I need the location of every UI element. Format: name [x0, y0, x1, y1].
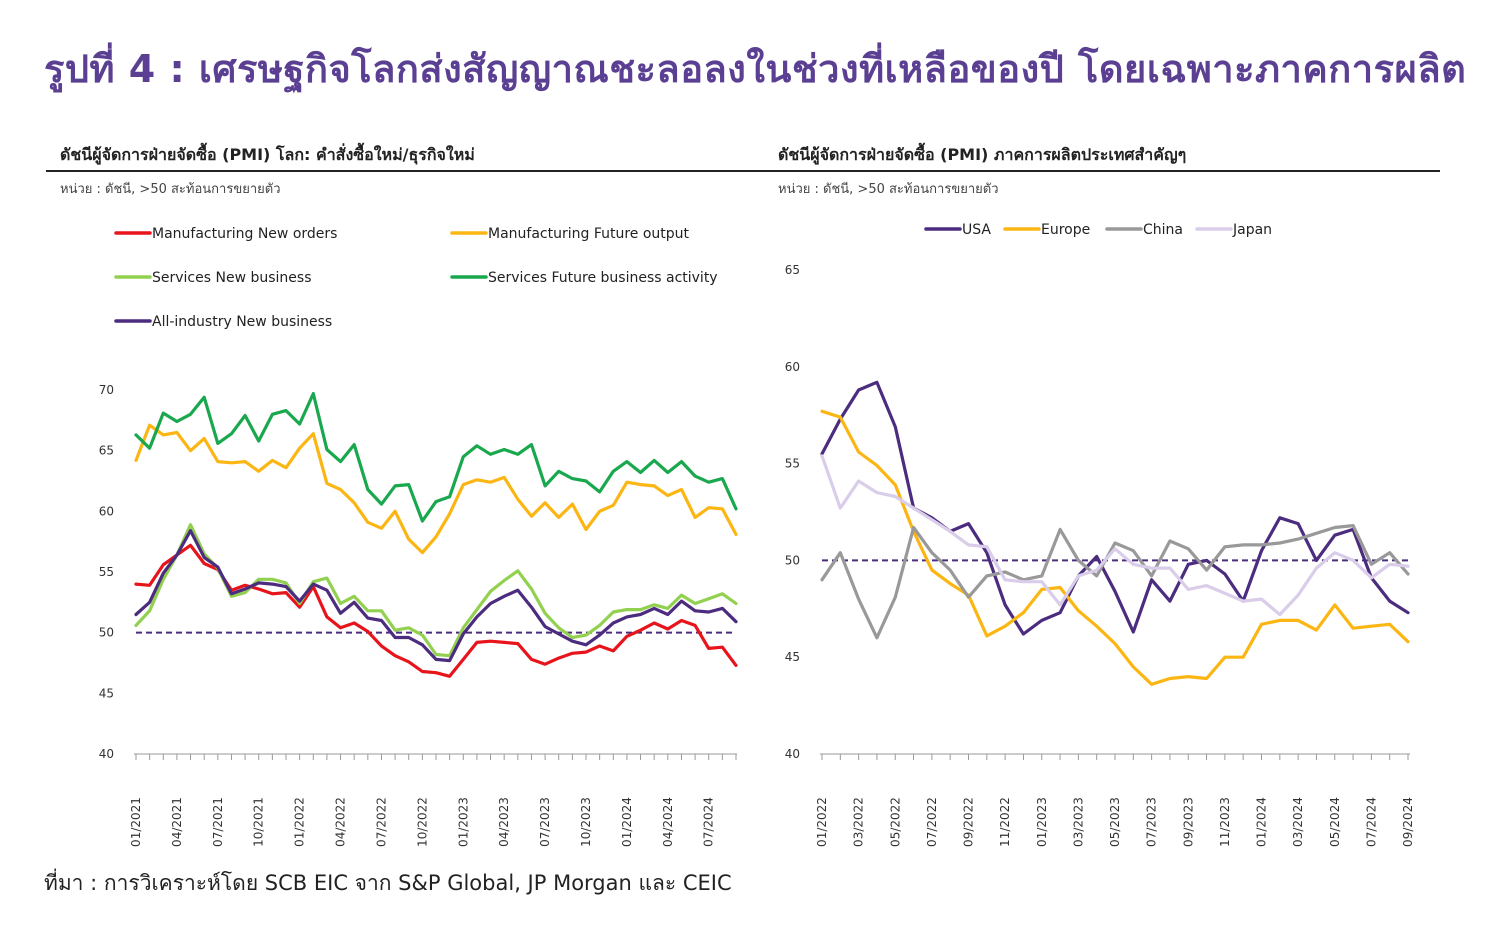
country-x-tick-03-2023: 03/2023	[1071, 797, 1085, 847]
country-x-tick-11-2022: 11/2022	[998, 797, 1012, 847]
country-y-tick-60: 60	[785, 360, 800, 374]
global-x-tick-10-2022: 10/2022	[415, 797, 429, 847]
country-y-tick-45: 45	[785, 650, 800, 664]
source-note: ที่มา : การวิเคราะห์โดย SCB EIC จาก S&P …	[44, 871, 732, 895]
country-y-tick-65: 65	[785, 263, 800, 277]
country-x-tick-01-2022: 01/2022	[815, 797, 829, 847]
global-x-tick-01-2022: 01/2022	[293, 797, 307, 847]
global-y-tick-50: 50	[99, 626, 114, 640]
global-y-tick-45: 45	[99, 686, 114, 700]
country-y-tick-50: 50	[785, 553, 800, 567]
country-y-tick-40: 40	[785, 747, 800, 761]
country-x-tick-07-2023: 07/2023	[1145, 797, 1159, 847]
left-chart-unit: หน่วย : ดัชนี, >50 สะท้อนการขยายตัว	[60, 182, 281, 197]
country-x-tick-09-2022: 09/2022	[962, 797, 976, 847]
legend-label-all-industry-new-business: All-industry New business	[152, 314, 332, 330]
global-x-tick-07-2022: 07/2022	[374, 797, 388, 847]
right-chart-header: ดัชนีผู้จัดการฝ่ายจัดซื้อ (PMI) ภาคการผล…	[764, 140, 1440, 199]
country-x-tick-05-2023: 05/2023	[1108, 797, 1122, 847]
country-series-line-usa	[820, 380, 1410, 636]
left-chart-rule	[46, 170, 764, 172]
legend-label-europe: Europe	[1041, 222, 1090, 238]
legend-label-services-new-business: Services New business	[152, 270, 312, 286]
global-y-tick-70: 70	[99, 383, 114, 397]
global-y-tick-55: 55	[99, 565, 114, 579]
global-x-tick-07-2023: 07/2023	[538, 797, 552, 847]
global-y-tick-40: 40	[99, 747, 114, 761]
global-y-tick-60: 60	[99, 504, 114, 518]
global-series-line-manufacturing-new-orders	[134, 543, 738, 678]
global-series-line-manufacturing-future-output	[134, 423, 738, 555]
global-x-tick-01-2021: 01/2021	[129, 797, 143, 847]
global-x-tick-07-2024: 07/2024	[702, 797, 716, 847]
global-x-tick-10-2021: 10/2021	[252, 797, 266, 847]
country-x-tick-09-2024: 09/2024	[1401, 797, 1415, 847]
page-title: รูปที่ 4 : เศรษฐกิจโลกส่งสัญญาณชะลอลงในช…	[44, 47, 1467, 91]
country-x-tick-05-2022: 05/2022	[888, 797, 902, 847]
country-x-tick-07-2024: 07/2024	[1364, 797, 1378, 847]
left-chart-title: ดัชนีผู้จัดการฝ่ายจัดซื้อ (PMI) โลก: คำส…	[60, 145, 475, 164]
global-series-line-services-future-business-activity	[134, 392, 738, 523]
country-x-tick-01-2024: 01/2024	[1255, 797, 1269, 847]
right-chart-rule	[764, 170, 1440, 172]
country-x-tick-01-2023: 01/2023	[1035, 797, 1049, 847]
global-x-tick-04-2023: 04/2023	[497, 797, 511, 847]
global-x-tick-10-2023: 10/2023	[579, 797, 593, 847]
legend-label-japan: Japan	[1232, 222, 1272, 238]
legend-label-manufacturing-new-orders: Manufacturing New orders	[152, 226, 337, 242]
country-x-tick-03-2022: 03/2022	[852, 797, 866, 847]
country-x-tick-03-2024: 03/2024	[1291, 797, 1305, 847]
global-x-tick-01-2023: 01/2023	[456, 797, 470, 847]
legend-label-services-future-business-activity: Services Future business activity	[488, 270, 718, 286]
global-series-line-services-new-business	[134, 523, 738, 658]
country-x-tick-05-2024: 05/2024	[1328, 797, 1342, 847]
global-x-tick-01-2024: 01/2024	[620, 797, 634, 847]
country-x-tick-07-2022: 07/2022	[925, 797, 939, 847]
country-y-tick-55: 55	[785, 457, 800, 471]
country-series-line-europe	[820, 409, 1410, 686]
legend-label-china: China	[1143, 222, 1183, 238]
right-chart-title: ดัชนีผู้จัดการฝ่ายจัดซื้อ (PMI) ภาคการผล…	[778, 145, 1187, 164]
country-x-tick-11-2023: 11/2023	[1218, 797, 1232, 847]
right-chart-unit: หน่วย : ดัชนี, >50 สะท้อนการขยายตัว	[778, 182, 999, 197]
country-series-line-china	[820, 523, 1410, 640]
legend-label-usa: USA	[962, 222, 991, 238]
global-y-tick-65: 65	[99, 444, 114, 458]
global-x-tick-04-2021: 04/2021	[170, 797, 184, 847]
global-x-tick-04-2024: 04/2024	[661, 797, 675, 847]
country-series-line-japan	[820, 454, 1410, 617]
global-series-line-all-industry-new-business	[134, 529, 738, 663]
country-x-tick-09-2023: 09/2023	[1181, 797, 1195, 847]
legend-label-manufacturing-future-output: Manufacturing Future output	[488, 226, 690, 242]
global-x-tick-07-2021: 07/2021	[211, 797, 225, 847]
left-chart-header: ดัชนีผู้จัดการฝ่ายจัดซื้อ (PMI) โลก: คำส…	[46, 140, 764, 199]
global-x-tick-04-2022: 04/2022	[334, 797, 348, 847]
